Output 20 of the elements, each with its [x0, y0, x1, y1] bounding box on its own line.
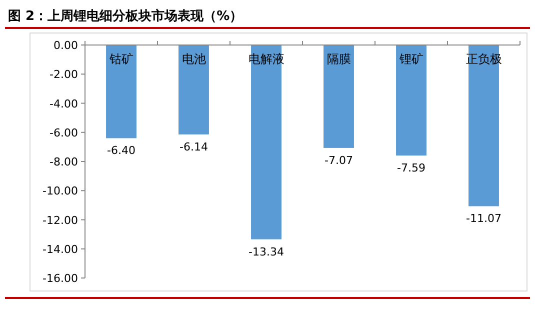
x-tick-label: 锂矿	[398, 52, 424, 66]
x-tick-label: 隔膜	[326, 52, 351, 66]
y-tick-label: -8.00	[50, 156, 78, 168]
y-tick-label: -12.00	[42, 214, 78, 227]
y-tick-label: -10.00	[42, 184, 78, 198]
y-tick-label: -16.00	[42, 272, 78, 285]
data-label: -7.07	[324, 154, 353, 167]
y-tick-label: -14.00	[42, 242, 78, 256]
y-tick-label: -6.00	[50, 126, 78, 140]
data-label: -6.40	[107, 144, 136, 158]
x-tick-label: 钴矿	[108, 52, 134, 66]
y-tick-label: -4.00	[50, 97, 78, 110]
data-label: -6.14	[180, 140, 208, 154]
y-tick-label: 0.00	[54, 39, 78, 52]
chart-title: 图 2：上周锂电细分板块市场表现（%）	[8, 8, 243, 24]
data-label: -11.07	[466, 212, 502, 226]
data-label: -7.59	[397, 162, 426, 175]
data-label: -13.34	[248, 245, 284, 258]
y-tick-label: -2.00	[50, 68, 78, 82]
x-tick-label: 电池	[182, 52, 206, 66]
